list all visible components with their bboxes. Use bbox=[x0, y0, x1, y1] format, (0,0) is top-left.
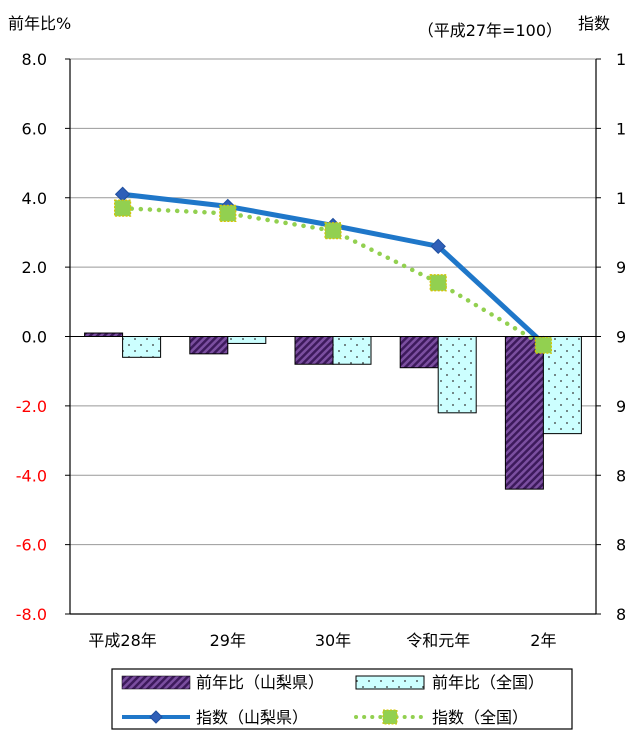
legend-label-bar-yamanashi: 前年比（山梨県） bbox=[196, 673, 324, 692]
y-tick-label: 4.0 bbox=[22, 189, 47, 208]
legend-swatch-bar-yamanashi bbox=[121, 675, 191, 690]
right-tick-label: 9 bbox=[616, 328, 625, 347]
legend-marker-line-yamanashi bbox=[149, 710, 163, 724]
point-national bbox=[219, 204, 237, 222]
point-national bbox=[324, 222, 342, 240]
bar-yamanashi bbox=[189, 336, 229, 355]
y-tick-label: -8.0 bbox=[16, 605, 47, 624]
y-tick-label: 6.0 bbox=[22, 119, 47, 138]
right-tick-label: 8 bbox=[616, 536, 625, 555]
right-tick-label: 8 bbox=[616, 466, 625, 485]
x-tick-label: 29年 bbox=[210, 631, 246, 650]
x-tick-label: 2年 bbox=[530, 631, 556, 650]
bar-yamanashi bbox=[399, 336, 439, 369]
bar-yamanashi bbox=[84, 332, 124, 337]
bar-national bbox=[122, 336, 162, 358]
bar-yamanashi bbox=[504, 336, 544, 490]
left-axis-title: 前年比% bbox=[8, 14, 71, 33]
y-tick-label: 0.0 bbox=[22, 328, 47, 347]
point-national bbox=[429, 274, 447, 292]
bar-yamanashi bbox=[294, 336, 334, 365]
x-tick-label: 30年 bbox=[315, 631, 351, 650]
x-tick-label: 令和元年 bbox=[406, 631, 470, 650]
legend-swatch-bar-national bbox=[355, 675, 425, 690]
point-national bbox=[113, 199, 132, 217]
y-tick-label: 8.0 bbox=[22, 50, 47, 69]
y-tick-label: -6.0 bbox=[16, 536, 47, 555]
right-tick-label: 9 bbox=[616, 258, 625, 277]
right-tick-label: 1 bbox=[616, 119, 625, 138]
x-tick-label: 平成28年 bbox=[88, 631, 156, 650]
right-tick-label: 9 bbox=[616, 397, 625, 416]
point-yamanashi bbox=[430, 238, 446, 255]
bar-national bbox=[332, 336, 372, 365]
right-tick-label: 1 bbox=[616, 50, 625, 69]
legend-label-line-yamanashi: 指数（山梨県） bbox=[196, 708, 308, 727]
bar-national bbox=[227, 336, 267, 344]
point-national bbox=[534, 336, 553, 354]
right-axis-title: 指数 bbox=[578, 14, 610, 33]
y-tick-label: -4.0 bbox=[16, 466, 47, 485]
legend-marker-line-national bbox=[382, 709, 398, 725]
right-tick-label: 1 bbox=[616, 189, 625, 208]
base-note: （平成27年=100） bbox=[418, 21, 562, 40]
line-yamanashi bbox=[122, 191, 546, 346]
legend-label-line-national: 指数（全国） bbox=[432, 708, 528, 727]
right-tick-label: 8 bbox=[616, 605, 625, 624]
y-tick-label: -2.0 bbox=[16, 397, 47, 416]
point-yamanashi bbox=[114, 186, 131, 202]
legend-label-bar-national: 前年比（全国） bbox=[432, 673, 544, 692]
y-tick-label: 2.0 bbox=[22, 258, 47, 277]
bar-national bbox=[542, 336, 582, 435]
bar-national bbox=[437, 336, 477, 414]
